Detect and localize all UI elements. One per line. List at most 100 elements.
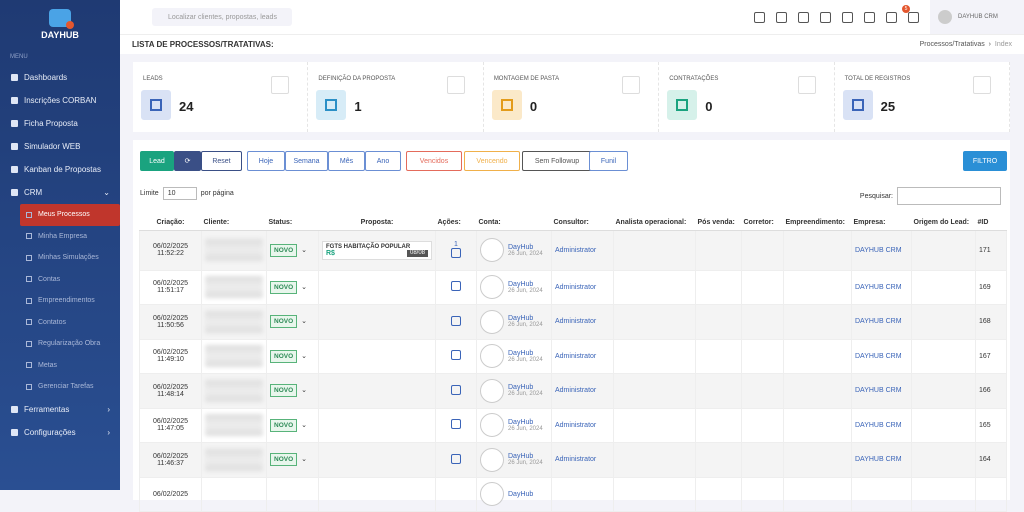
table-row[interactable]: 06/02/2025 11:51:17 NOVO ⌄ DayHub 26 Jun, 20… [139, 269, 1007, 305]
account-name[interactable]: DayHub [508, 490, 534, 498]
submenu-item[interactable]: Meus Processos [20, 204, 120, 226]
status-badge[interactable]: NOVO [270, 453, 298, 467]
period-button[interactable]: Mês [328, 151, 365, 171]
account-avatar [480, 344, 504, 369]
menu-item[interactable]: Simulador WEB [0, 135, 120, 158]
period-button[interactable]: Hoje [247, 151, 285, 171]
menu-item[interactable]: Configurações › [0, 421, 120, 444]
limit-select[interactable]: 10 [162, 187, 197, 200]
account-name[interactable]: DayHub [508, 418, 534, 426]
status-badge[interactable]: NOVO [270, 384, 298, 398]
record-id: 165 [979, 421, 991, 429]
status-badge[interactable]: NOVO [270, 349, 298, 363]
account-date: 26 Jun, 2024 [508, 322, 543, 329]
table-row[interactable]: 06/02/2025 11:46:37 NOVO ⌄ DayHub 26 Jun, 20… [139, 442, 1007, 478]
search-field[interactable] [897, 187, 1001, 205]
filter-button[interactable]: FILTRO [963, 151, 1007, 171]
icon-button[interactable] [886, 11, 897, 23]
actions-cell [435, 338, 477, 374]
company-name[interactable]: DAYHUB CRM [855, 283, 902, 291]
breadcrumb-link[interactable]: Processos/Tratativas [919, 41, 985, 48]
account-name[interactable]: DayHub [508, 349, 534, 357]
menu-item[interactable]: Kanban de Propostas [0, 158, 120, 181]
icon-button[interactable] [842, 11, 853, 23]
submenu-item[interactable]: Regularização Obra [0, 333, 120, 355]
submenu-item[interactable]: Contas [0, 269, 120, 291]
status-filter-button[interactable]: Vencendo [464, 151, 520, 171]
id-cell [975, 476, 1007, 512]
open-link-icon[interactable] [451, 281, 461, 292]
table-row[interactable]: 06/02/2025 11:49:10 NOVO ⌄ DayHub 26 Jun, 20… [139, 338, 1007, 374]
icon-button[interactable] [820, 11, 831, 23]
company-name[interactable]: DAYHUB CRM [855, 246, 902, 254]
consultant-name[interactable]: Administrator [555, 456, 597, 464]
table-row[interactable]: 06/02/2025 11:52:22 NOVO ⌄ FGTS HABITAÇÃO P… [139, 229, 1007, 271]
menu-item[interactable]: Dashboards [0, 66, 120, 89]
open-link-icon[interactable] [451, 419, 461, 430]
consultant-name[interactable]: Administrator [555, 387, 597, 395]
stat-value: 0 [529, 99, 538, 114]
search-input[interactable]: Localizar clientes, propostas, leads [152, 8, 292, 26]
account-name[interactable]: DayHub [508, 280, 534, 288]
menu-item[interactable]: Inscrições CORBAN [0, 89, 120, 112]
account-name[interactable]: DayHub [508, 243, 534, 251]
proposal-cell [318, 476, 436, 512]
icon-button[interactable] [798, 11, 809, 23]
funnel-button[interactable]: Funil [589, 151, 628, 171]
submenu-item[interactable]: Contatos [0, 312, 120, 334]
icon-button[interactable] [864, 11, 875, 23]
status-filter-button[interactable]: Vencidos [406, 151, 462, 171]
status-badge[interactable]: NOVO [270, 280, 298, 294]
open-link-icon[interactable] [451, 315, 461, 326]
table-row[interactable]: 06/02/2025 11:47:05 NOVO ⌄ DayHub 26 Jun, 20… [139, 407, 1007, 443]
consultant-name[interactable]: Administrator [555, 246, 597, 254]
proposal-card[interactable]: FGTS HABITAÇÃO POPULAR R$ 08/08 [322, 240, 432, 260]
menu-item[interactable]: Ferramentas › [0, 398, 120, 421]
company-name[interactable]: DAYHUB CRM [855, 456, 902, 464]
status-filter-button[interactable]: Sem Followup [522, 151, 592, 171]
status-badge[interactable]: NOVO [270, 418, 298, 432]
account-name[interactable]: DayHub [508, 315, 534, 323]
reset-button[interactable]: Reset [201, 151, 242, 171]
id-cell: 168 [975, 304, 1007, 340]
submenu-item[interactable]: Minhas Simulações [0, 247, 120, 269]
status-badge[interactable]: NOVO [270, 315, 298, 329]
consultant-cell: Administrator [551, 269, 614, 305]
account-name[interactable]: DayHub [508, 384, 534, 392]
company-name[interactable]: DAYHUB CRM [855, 387, 902, 395]
add-lead-button[interactable]: Lead [140, 151, 174, 171]
icon-button[interactable] [754, 11, 765, 23]
notifications[interactable] [908, 11, 919, 23]
open-link-icon[interactable] [451, 453, 461, 464]
created-date: 06/02/2025 11:47:05 [152, 418, 189, 433]
menu-item[interactable]: Ficha Proposta [0, 112, 120, 135]
consultant-name[interactable]: Administrator [555, 318, 597, 326]
submenu-item[interactable]: Gerenciar Tarefas [0, 376, 120, 398]
submenu-item[interactable]: Minha Empresa [0, 226, 120, 248]
logo[interactable]: DAYHUB [0, 0, 120, 48]
company-name[interactable]: DAYHUB CRM [855, 421, 902, 429]
table-row[interactable]: 06/02/2025 11:50:56 NOVO ⌄ DayHub 26 Jun, 20… [139, 304, 1007, 340]
submenu-item[interactable]: Empreendimentos [0, 290, 120, 312]
table-row[interactable]: 06/02/2025 DayHub [139, 476, 1007, 512]
icon-button[interactable] [776, 11, 787, 23]
user-menu[interactable]: DAYHUB CRM [930, 0, 1024, 34]
open-link-icon[interactable] [451, 384, 461, 395]
table-row[interactable]: 06/02/2025 11:48:14 NOVO ⌄ DayHub 26 Jun, 20… [139, 373, 1007, 409]
consultant-name[interactable]: Administrator [555, 421, 597, 429]
menu-item[interactable]: CRM ⌄ [0, 181, 120, 204]
account-date: 26 Jun, 2024 [508, 287, 543, 294]
period-button[interactable]: Ano [365, 151, 401, 171]
open-link-icon[interactable] [451, 247, 461, 258]
period-button[interactable]: Semana [285, 151, 328, 171]
open-link-icon[interactable] [451, 350, 461, 361]
consultant-name[interactable]: Administrator [555, 283, 597, 291]
submenu-item[interactable]: Metas [0, 355, 120, 377]
attachments-count[interactable]: 1 [454, 240, 458, 248]
consultant-name[interactable]: Administrator [555, 352, 597, 360]
company-name[interactable]: DAYHUB CRM [855, 318, 902, 326]
refresh-button[interactable]: ⟳ [174, 151, 201, 171]
status-badge[interactable]: NOVO [270, 243, 298, 257]
company-name[interactable]: DAYHUB CRM [855, 352, 902, 360]
account-name[interactable]: DayHub [508, 453, 534, 461]
